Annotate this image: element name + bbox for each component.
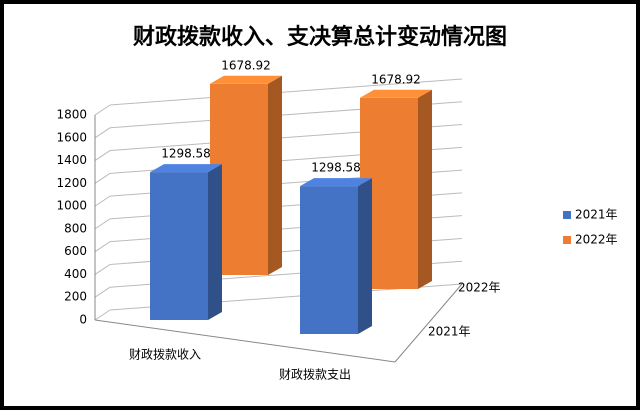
- data-label: 1298.58: [311, 161, 361, 175]
- bar-side: [358, 178, 372, 334]
- depth-tick-label: 2022年: [458, 281, 501, 295]
- y-tick-label: 1400: [56, 153, 87, 167]
- y-tick-label: 600: [64, 244, 87, 258]
- bar-top: [210, 75, 282, 84]
- y-tick-label: 1800: [56, 108, 87, 122]
- data-label: 1298.58: [161, 147, 211, 161]
- grid-line: [94, 127, 111, 139]
- depth-tick-label: 2021年: [428, 325, 471, 339]
- grid-line: [94, 195, 111, 207]
- y-tick-label: 800: [64, 221, 87, 235]
- legend-label: 2022年: [575, 233, 618, 247]
- chart-title: 财政拨款收入、支决算总计变动情况图: [133, 24, 507, 50]
- y-tick-label: 400: [64, 267, 87, 281]
- grid-line: [94, 150, 111, 161]
- x-tick-label: 财政拨款支出: [279, 368, 351, 382]
- x-tick-label: 财政拨款收入: [129, 348, 201, 362]
- bar-top: [300, 178, 372, 187]
- grid-line: [94, 104, 111, 116]
- grid-line: [94, 218, 111, 230]
- bar-front: [150, 172, 208, 320]
- bar-front: [300, 186, 358, 334]
- axis-line: [94, 319, 396, 363]
- bar-side: [268, 75, 282, 275]
- bar-side: [208, 164, 222, 320]
- legend-label: 2021年: [575, 208, 618, 222]
- y-tick-label: 200: [64, 290, 87, 304]
- grid-line: [109, 78, 463, 106]
- legend-swatch: [563, 211, 571, 219]
- axis-line: [394, 283, 463, 363]
- y-tick-label: 0: [79, 313, 87, 327]
- bar-side: [418, 89, 432, 289]
- data-label: 1678.92: [221, 58, 271, 72]
- grid-line: [94, 241, 111, 253]
- grid-line: [94, 286, 111, 298]
- y-tick-label: 1000: [56, 199, 87, 213]
- bar-top: [150, 164, 222, 173]
- grid-line: [94, 309, 111, 321]
- y-tick-label: 1600: [56, 130, 87, 144]
- y-tick-label: 1200: [56, 176, 87, 190]
- bar-top: [360, 89, 432, 98]
- grid-line: [94, 264, 111, 275]
- data-label: 1678.92: [371, 72, 421, 86]
- legend-swatch: [563, 236, 571, 244]
- grid-line: [94, 172, 111, 184]
